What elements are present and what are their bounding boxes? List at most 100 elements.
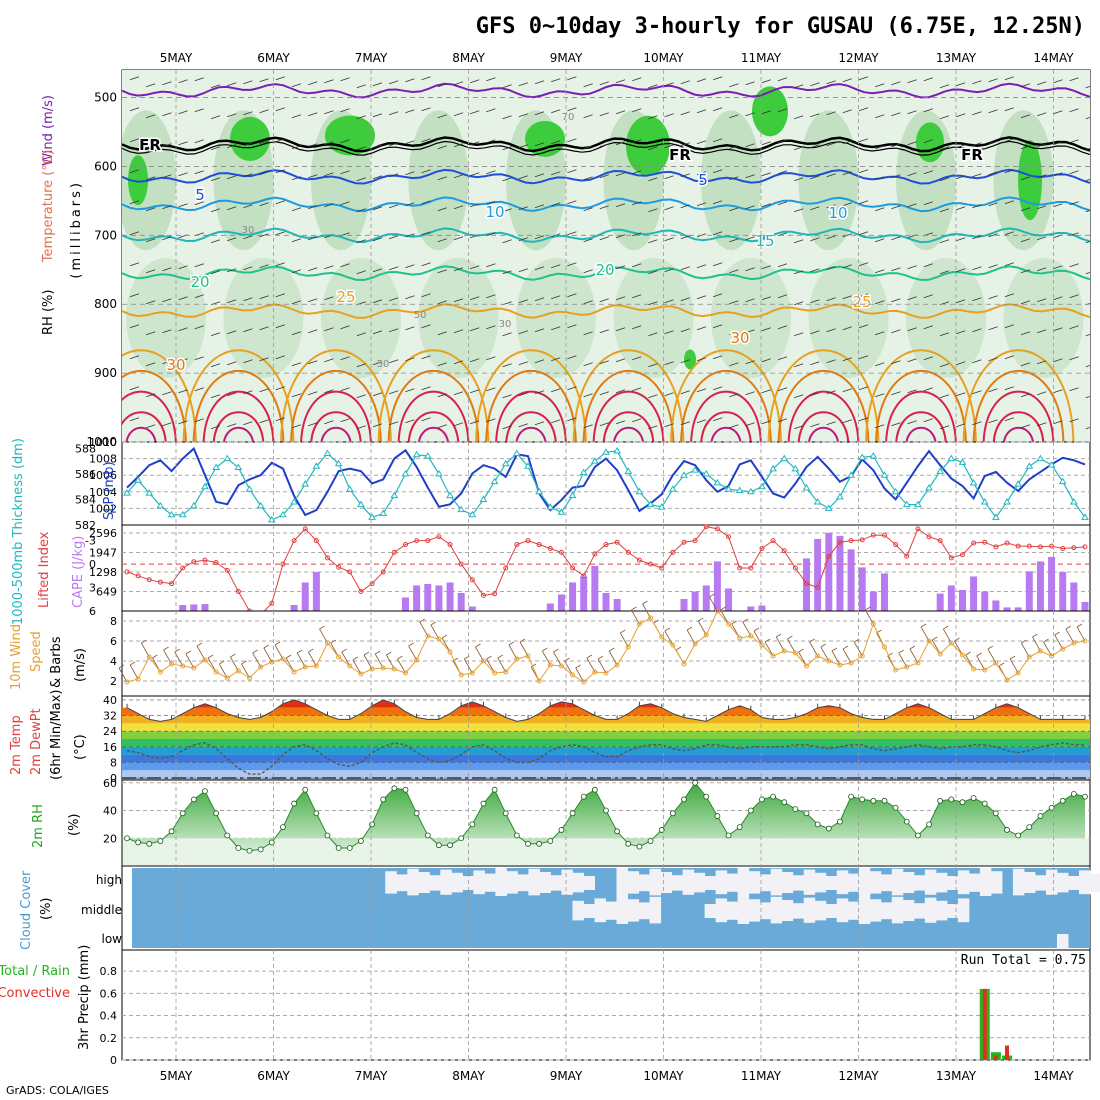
wind-barb <box>907 296 917 301</box>
wind-barb <box>648 208 658 213</box>
wind-barb <box>939 270 950 275</box>
wind-barb-flag <box>497 654 503 659</box>
wind-speed-point <box>1004 677 1010 683</box>
wind-barb <box>939 394 950 399</box>
isotherm-arch <box>875 369 967 442</box>
cloud-ylabel-a: Cloud Cover <box>19 870 34 950</box>
wind-barb <box>1032 636 1041 652</box>
cloud-clear-cell <box>517 874 529 892</box>
cloud-clear-cell <box>913 903 926 919</box>
wind-barb <box>865 609 874 625</box>
wind-barb <box>259 233 269 238</box>
wind-barb <box>129 417 140 422</box>
wind-barb <box>1009 658 1019 674</box>
wind-barb <box>372 144 383 149</box>
li-point <box>180 565 186 571</box>
wind-barb <box>486 294 496 299</box>
wind-barb <box>599 422 609 427</box>
li-point <box>971 540 977 546</box>
wind-barb <box>275 107 285 112</box>
wind-barb-flag <box>542 647 548 652</box>
pressure-tick-label: 1000 <box>86 435 117 449</box>
wind-barb-flag <box>998 662 1005 667</box>
li-point <box>436 534 442 540</box>
wind-barb <box>308 329 318 334</box>
li-tick-label: 0 <box>89 558 96 571</box>
rh-high-region <box>684 349 696 370</box>
thickness-point <box>691 466 699 473</box>
cloud-clear-cell <box>869 899 882 922</box>
wind-barb <box>761 79 771 84</box>
rh-region <box>808 258 889 378</box>
wind-barb <box>875 331 885 336</box>
wind-barb <box>820 646 830 662</box>
wind-barb <box>227 237 237 242</box>
li-point <box>480 592 486 598</box>
cape-bar <box>179 604 187 611</box>
wind-barb <box>227 361 237 366</box>
isotherm-arch <box>310 411 362 442</box>
wind-barb-flag <box>352 656 359 661</box>
li-point <box>748 565 754 571</box>
wind-barb <box>227 113 237 118</box>
wind-speed-point <box>636 621 642 627</box>
wind-barb <box>787 638 796 654</box>
wind-barb <box>615 389 626 394</box>
wind-barb <box>1053 79 1063 84</box>
wind-barb <box>275 417 285 422</box>
wind-barb <box>615 141 626 146</box>
wind-barb <box>696 264 707 269</box>
wind-barb <box>146 362 156 367</box>
wind-barb-flag <box>341 648 347 653</box>
wind-y-labels: 10m Wind Speed & Barbs (m/s) <box>9 624 88 690</box>
wind-speed-point <box>714 608 720 614</box>
wind-barb <box>308 422 318 427</box>
rh-point <box>770 793 776 800</box>
cloud-clear-cell <box>429 875 441 891</box>
cloud-clear-cell <box>704 904 717 918</box>
wind-barb <box>583 176 593 181</box>
wind-barb <box>551 357 561 362</box>
wind-barb <box>397 658 406 674</box>
wind-barb <box>956 82 966 87</box>
wind-barb <box>988 109 998 114</box>
wind-barb <box>1053 172 1063 177</box>
li-point <box>837 539 843 545</box>
wind-barb <box>1053 265 1063 270</box>
wind-barb <box>230 656 239 672</box>
wind-speed-point <box>291 669 297 675</box>
thickness-point <box>145 489 154 496</box>
rh-point <box>502 810 509 817</box>
wind-speed-point <box>1015 670 1021 676</box>
wind-barb <box>745 360 755 365</box>
isotherm-arch <box>582 369 675 442</box>
wind-barb-flag <box>931 636 938 641</box>
wind-barb <box>340 418 350 423</box>
wind-barb <box>810 82 820 87</box>
wind-barb <box>308 143 318 148</box>
wind-barb-flag <box>553 648 559 653</box>
wind-barb <box>742 621 752 637</box>
wind-barb <box>324 296 334 301</box>
wind-barb <box>648 270 658 275</box>
wind-barb <box>162 143 172 148</box>
wind-barb <box>972 80 982 85</box>
cape-bar <box>190 604 198 611</box>
wind-speed-point <box>781 648 787 654</box>
isotherm-arch <box>182 349 295 442</box>
rh-point <box>380 796 387 803</box>
rh-point <box>591 786 598 793</box>
rh-point <box>190 796 197 803</box>
wind-barb <box>1085 85 1090 89</box>
wind-barb <box>745 174 755 179</box>
wind-barb <box>1004 386 1014 391</box>
wind-barb <box>551 78 561 83</box>
wind-barb <box>875 362 885 367</box>
wind-barb <box>632 356 642 361</box>
wind-barb <box>907 327 917 332</box>
wind-barb <box>761 420 771 425</box>
li-point <box>681 539 687 545</box>
cape-bar <box>825 532 833 611</box>
rh-region <box>798 110 859 251</box>
wind-barb <box>386 654 395 670</box>
